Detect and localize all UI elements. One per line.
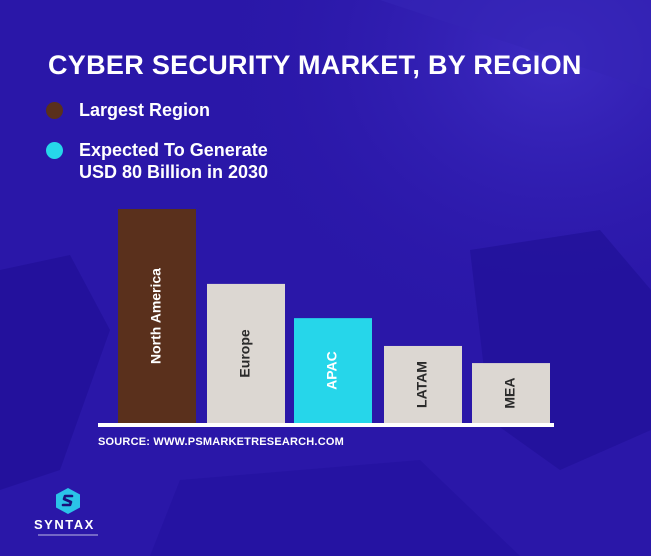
bar-europe <box>207 283 285 423</box>
bar-apac <box>294 318 372 423</box>
chart-baseline <box>98 423 554 427</box>
bar-latam <box>384 345 462 423</box>
syntax-logo-icon <box>56 488 80 514</box>
bar-label-apac: APAC <box>324 351 340 390</box>
bar-north-america <box>118 209 196 423</box>
legend-label: Largest Region <box>79 100 211 120</box>
bg-shape-top-right <box>380 0 651 90</box>
legend-item-expected-growth: Expected To Generate USD 80 Billion in 2… <box>46 139 268 183</box>
page-title: CYBER SECURITY MARKET, BY REGION <box>48 50 582 80</box>
source-text: SOURCE: WWW.PSMARKETRESEARCH.COM <box>98 436 344 448</box>
bar-mea <box>472 363 550 423</box>
bar-label-latam: LATAM <box>414 361 430 408</box>
bg-shape-bottom <box>150 460 520 556</box>
brand-tagline-line <box>38 534 98 536</box>
legend-label: Expected To Generate USD 80 Billion in 2… <box>79 140 269 182</box>
legend-dot-cyan <box>46 142 63 159</box>
brand-name: SYNTAX <box>34 517 95 532</box>
bg-shape-left <box>0 255 110 490</box>
legend-item-largest-region: Largest Region <box>46 99 210 121</box>
bar-label-mea: MEA <box>502 377 518 408</box>
legend-dot-brown <box>46 102 63 119</box>
bar-label-north-america: North America <box>148 268 164 364</box>
brand-logo: SYNTAX <box>34 487 110 543</box>
bar-label-europe: Europe <box>237 329 253 377</box>
